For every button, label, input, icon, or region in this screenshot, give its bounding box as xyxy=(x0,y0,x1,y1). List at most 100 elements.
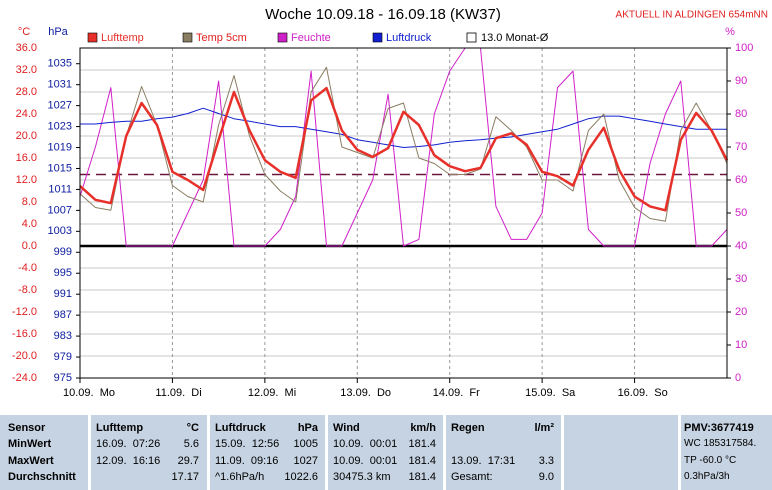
y2-tick-label: 1011 xyxy=(48,183,72,195)
column-unit: hPa xyxy=(297,422,318,434)
y2-tick-label: 987 xyxy=(54,309,72,321)
cell-value: 181.4 xyxy=(408,471,436,483)
y2-tick-label: 1023 xyxy=(48,120,72,132)
y2-axis-unit: hPa xyxy=(48,26,68,38)
y-tick-label: 20.0 xyxy=(16,130,37,142)
cell-value: 181.4 xyxy=(408,455,436,467)
legend-swatch xyxy=(372,32,383,43)
cell-text: ^1.6hPa/h xyxy=(215,471,265,483)
y3-tick-label: 60 xyxy=(735,174,747,186)
chart-title: Woche 10.09.18 - 16.09.18 (KW37) xyxy=(265,6,501,23)
legend-label: Feuchte xyxy=(291,32,331,44)
station-label: AKTUELL IN ALDINGEN 654mNN xyxy=(616,10,768,21)
y3-tick-label: 70 xyxy=(735,141,747,153)
y-tick-label: -12.0 xyxy=(12,306,37,318)
column-unit: l/m² xyxy=(534,422,554,434)
cell-text: 10.09. 00:01 xyxy=(333,455,398,467)
y2-tick-label: 999 xyxy=(54,246,72,258)
y-tick-label: -8.0 xyxy=(18,284,37,296)
x-tick-label: 11.09. Di xyxy=(155,387,201,399)
y2-tick-label: 1019 xyxy=(48,141,72,153)
series-line xyxy=(79,66,728,222)
y3-tick-label: 100 xyxy=(735,42,753,54)
y2-tick-label: 979 xyxy=(54,351,72,363)
cell-value: 1005 xyxy=(293,438,318,450)
y2-tick-label: 1027 xyxy=(48,100,72,112)
x-tick-label: 10.09. Mo xyxy=(63,387,115,399)
column-unit: °C xyxy=(186,422,199,434)
y3-axis-unit: % xyxy=(725,26,735,38)
y3-tick-label: 90 xyxy=(735,75,747,87)
cell-value: 3.3 xyxy=(538,455,554,467)
cell-text: 30475.3 km xyxy=(333,471,391,483)
y3-tick-label: 40 xyxy=(735,240,747,252)
cell-value: 1022.6 xyxy=(284,471,318,483)
y-tick-label: 12.0 xyxy=(16,174,37,186)
cell-value: 29.7 xyxy=(177,455,199,467)
cell-value: 17.17 xyxy=(171,471,199,483)
x-tick-label: 12.09. Mi xyxy=(248,387,296,399)
y2-tick-label: 1007 xyxy=(48,204,72,216)
legend-label: 13.0 Monat-Ø xyxy=(481,32,549,44)
chart: Woche 10.09.18 - 16.09.18 (KW37) AKTUELL… xyxy=(12,6,768,399)
y-tick-label: 4.0 xyxy=(22,218,37,230)
info-text: TP -60.0 °C xyxy=(684,455,737,466)
column-name: Regen xyxy=(451,422,485,434)
info-block xyxy=(678,415,772,490)
y2-tick-label: 983 xyxy=(54,330,72,342)
legend-swatch xyxy=(182,32,193,43)
y-tick-label: 32.0 xyxy=(16,64,37,76)
cell-value: 5.6 xyxy=(183,438,199,450)
series-line xyxy=(79,47,728,247)
column-block xyxy=(207,415,325,490)
y3-tick-label: 10 xyxy=(735,339,747,351)
y3-tick-label: 80 xyxy=(735,108,747,120)
info-text: PMV:3677419 xyxy=(684,422,754,434)
y-tick-label: -4.0 xyxy=(18,262,37,274)
legend-label: Lufttemp xyxy=(101,32,144,44)
legend-swatch xyxy=(277,32,288,43)
y2-tick-label: 995 xyxy=(54,267,72,279)
y3-tick-label: 20 xyxy=(735,306,747,318)
info-text: 0.3hPa/3h xyxy=(684,471,730,482)
y-tick-label: 8.0 xyxy=(22,196,37,208)
y3-tick-label: 0 xyxy=(735,372,741,384)
x-tick-label: 14.09. Fr xyxy=(433,387,480,399)
y2-tick-label: 1003 xyxy=(48,225,72,237)
y-tick-label: 28.0 xyxy=(16,86,37,98)
column-name: Lufttemp xyxy=(96,422,144,434)
row-label: MaxWert xyxy=(8,455,54,467)
cell-value: 181.4 xyxy=(408,438,436,450)
y2-tick-label: 1015 xyxy=(48,162,72,174)
y-tick-label: -24.0 xyxy=(12,372,37,384)
stats-table: Sensor MinWert MaxWert Durchschnitt Lufttemp… xyxy=(0,415,772,490)
table-header: Sensor xyxy=(8,422,46,434)
column-block xyxy=(88,415,206,490)
column-block xyxy=(325,415,443,490)
cell-text: 13.09. 17:31 xyxy=(451,455,516,467)
cell-text: 16.09. 07:26 xyxy=(96,438,161,450)
cell-text: 10.09. 00:01 xyxy=(333,438,398,450)
cell-text: Gesamt: xyxy=(451,471,493,483)
y2-tick-label: 1031 xyxy=(48,79,72,91)
y2-tick-label: 975 xyxy=(54,372,72,384)
info-text: WC 185317584. xyxy=(684,438,757,449)
column-name: Wind xyxy=(333,422,360,434)
empty-block xyxy=(561,415,678,490)
cell-value: 1027 xyxy=(293,455,318,467)
cell-value: 9.0 xyxy=(538,471,554,483)
y-tick-label: -16.0 xyxy=(12,328,37,340)
plot-border xyxy=(79,47,728,379)
y2-tick-label: 991 xyxy=(54,288,72,300)
legend-label: Temp 5cm xyxy=(196,32,247,44)
x-tick-label: 15.09. Sa xyxy=(525,387,576,399)
column-block xyxy=(443,415,561,490)
legend-label: Luftdruck xyxy=(386,32,432,44)
row-label: MinWert xyxy=(8,438,52,450)
y-tick-label: -20.0 xyxy=(12,350,37,362)
x-tick-label: 16.09. So xyxy=(618,387,668,399)
y-tick-label: 0.0 xyxy=(22,240,37,252)
column-name: Luftdruck xyxy=(215,422,266,434)
y-tick-label: 24.0 xyxy=(16,108,37,120)
